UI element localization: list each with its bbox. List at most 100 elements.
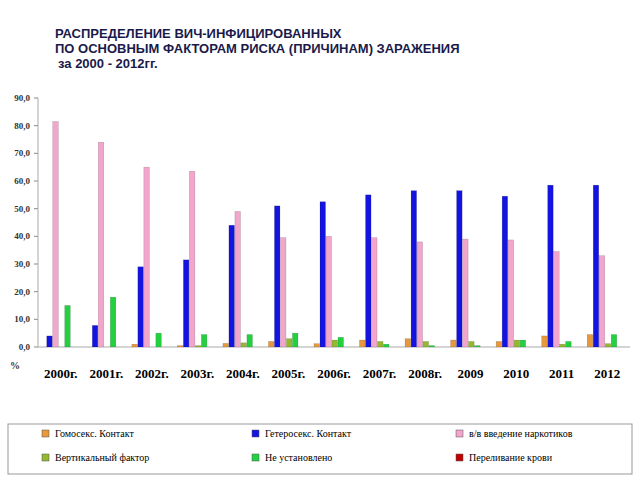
x-tick-label: 2012 xyxy=(594,366,620,381)
bar xyxy=(268,341,274,347)
legend-swatch xyxy=(42,454,49,461)
y-tick xyxy=(34,264,38,265)
legend-swatch xyxy=(456,454,463,461)
bar xyxy=(463,239,469,347)
y-tick-label: 70,0 xyxy=(14,148,30,158)
bar xyxy=(423,341,429,347)
bar xyxy=(481,347,487,348)
bar xyxy=(274,206,280,347)
legend-swatch xyxy=(252,454,259,461)
bar xyxy=(429,346,435,347)
bar xyxy=(611,335,617,347)
subtitle: за 2000 - 2012гг. xyxy=(58,56,158,71)
bar xyxy=(156,333,162,347)
bar xyxy=(496,341,502,347)
legend-label: Гетеросекс. Контакт xyxy=(265,428,352,439)
y-tick xyxy=(34,319,38,320)
x-tick-label: 2011 xyxy=(549,366,574,381)
bar xyxy=(384,344,390,347)
bar xyxy=(542,336,548,347)
x-tick-label: 2000г. xyxy=(44,366,78,381)
legend: Гомосекс. КонтактГетеросекс. Контактв/в … xyxy=(8,424,632,474)
legend-label: Не установлено xyxy=(265,452,332,463)
y-axis-line xyxy=(38,98,39,347)
legend-swatch xyxy=(456,430,463,437)
x-tick-label: 2004г. xyxy=(226,366,260,381)
bar xyxy=(207,347,213,348)
y-tick-label: 10,0 xyxy=(14,314,30,324)
y-axis: 0,010,020,030,040,050,060,070,080,090,0 xyxy=(14,93,38,352)
bar xyxy=(390,347,396,348)
bar xyxy=(59,347,64,348)
bar xyxy=(98,142,104,347)
bar xyxy=(372,238,378,347)
bar xyxy=(86,347,92,348)
y-tick-label: 60,0 xyxy=(14,176,30,186)
x-tick-label: 2002г. xyxy=(135,366,169,381)
bar xyxy=(378,341,384,347)
bar xyxy=(520,340,526,347)
legend-swatch xyxy=(42,430,49,437)
bar xyxy=(593,185,599,347)
y-tick xyxy=(34,347,38,348)
bar xyxy=(71,347,77,348)
bar xyxy=(566,341,572,347)
bar xyxy=(366,195,372,347)
y-tick xyxy=(34,125,38,126)
bar xyxy=(104,347,110,348)
bar xyxy=(47,336,53,347)
bar xyxy=(435,347,441,348)
bar xyxy=(599,256,605,347)
bar xyxy=(247,335,253,347)
bar xyxy=(241,343,247,347)
legend-label: Вертикальный фактор xyxy=(55,452,149,463)
bar xyxy=(475,346,481,347)
x-tick-label: 2010 xyxy=(503,366,529,381)
bar xyxy=(338,337,344,347)
bar xyxy=(457,191,463,347)
x-tick-label: 2005г. xyxy=(272,366,306,381)
legend-label: Переливание крови xyxy=(469,452,553,463)
x-tick-label: 2007г. xyxy=(363,366,397,381)
bar xyxy=(223,343,229,347)
bar xyxy=(229,225,235,347)
bar xyxy=(41,347,47,348)
bar xyxy=(526,347,532,348)
bar xyxy=(138,267,144,347)
chart: РАСПРЕДЕЛЕНИЕ ВИЧ-ИНФИЦИРОВАННЫХПО ОСНОВ… xyxy=(0,0,640,480)
bar xyxy=(298,347,304,348)
x-tick-label: 2009 xyxy=(458,366,485,381)
bar xyxy=(235,211,241,347)
x-tick-label: 2006г. xyxy=(317,366,351,381)
bar xyxy=(554,252,560,347)
bar xyxy=(332,340,338,347)
y-axis-label: % xyxy=(10,360,20,371)
bar xyxy=(587,335,593,347)
y-tick-label: 80,0 xyxy=(14,121,30,131)
x-tick-label: 2003г. xyxy=(181,366,215,381)
bar xyxy=(116,347,122,348)
y-tick xyxy=(34,236,38,237)
bar xyxy=(360,340,366,347)
bar xyxy=(132,344,138,347)
bar xyxy=(162,347,168,348)
bar xyxy=(65,306,71,348)
bar xyxy=(253,347,259,348)
y-tick xyxy=(34,98,38,99)
bar xyxy=(326,236,332,347)
bar xyxy=(560,344,566,347)
bar xyxy=(514,340,520,347)
y-tick-label: 0,0 xyxy=(19,342,31,352)
bar xyxy=(92,325,98,347)
bar xyxy=(548,185,554,347)
bar xyxy=(53,122,59,347)
legend-swatch xyxy=(252,430,259,437)
y-tick-label: 30,0 xyxy=(14,259,30,269)
bar xyxy=(451,340,457,347)
bar xyxy=(572,347,578,348)
bar xyxy=(144,167,150,347)
bar xyxy=(417,242,423,347)
bar xyxy=(286,339,292,347)
legend-label: в/в введение наркотиков xyxy=(469,428,573,439)
y-tick xyxy=(34,153,38,154)
